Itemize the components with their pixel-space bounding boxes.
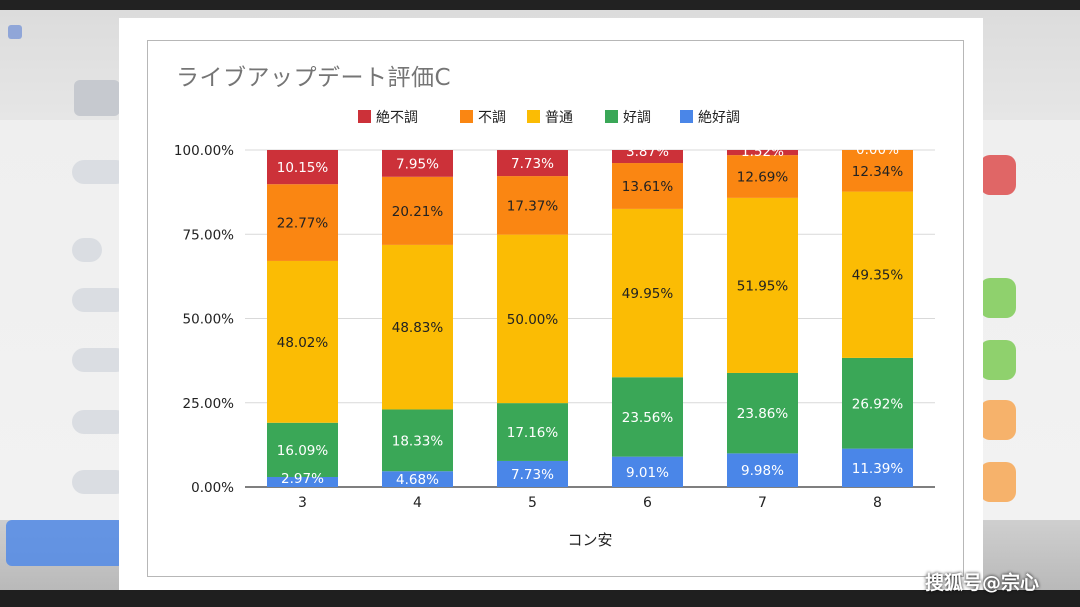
bar-segment [267, 150, 338, 185]
data-label: 17.16% [507, 425, 559, 441]
blurred-app-icon [8, 25, 22, 39]
y-tick-label: 100.00% [174, 143, 234, 159]
bar-segment [842, 150, 913, 192]
bar-segment [382, 244, 453, 410]
data-label: 11.39% [852, 461, 904, 477]
legend-label: 普通 [545, 110, 573, 126]
data-label: 0.00% [856, 142, 899, 158]
legend-swatch [605, 110, 618, 123]
y-tick-label: 25.00% [183, 396, 235, 412]
data-label: 7.73% [511, 467, 554, 483]
data-label: 26.92% [852, 396, 904, 412]
blurred-sidebar-item [72, 470, 128, 494]
y-tick-label: 50.00% [183, 312, 235, 328]
data-label: 23.86% [737, 406, 789, 422]
data-label: 16.09% [277, 443, 329, 459]
x-tick-label: 8 [873, 495, 882, 511]
watermark: 搜狐号@宗心 [925, 572, 1040, 594]
blurred-status-dot [980, 278, 1016, 318]
data-label: 49.95% [622, 286, 674, 302]
bar-segment [842, 357, 913, 449]
data-label: 22.77% [277, 216, 329, 232]
blurred-status-dot [980, 462, 1016, 502]
bar-segment [267, 422, 338, 477]
x-tick-label: 6 [643, 495, 652, 511]
x-tick-label: 3 [298, 495, 307, 511]
blurred-heading [74, 80, 120, 116]
legend-label: 不調 [478, 110, 506, 126]
data-label: 13.61% [622, 179, 674, 195]
data-label: 12.34% [852, 164, 904, 180]
bar-segment [842, 448, 913, 487]
bar-segment [612, 377, 683, 457]
data-label: 10.15% [277, 160, 329, 176]
bar-segment [727, 453, 798, 487]
legend-label: 好調 [623, 110, 651, 126]
blurred-sidebar-item [72, 160, 128, 184]
data-label: 1.52% [741, 144, 784, 160]
bar-segment [612, 208, 683, 378]
data-label: 9.01% [626, 465, 669, 481]
bar-segment [612, 456, 683, 487]
chart-title: ライブアップデート評価C [176, 65, 452, 91]
blurred-status-dot [980, 400, 1016, 440]
bar-segment [382, 409, 453, 472]
data-label: 7.95% [396, 156, 439, 172]
x-tick-label: 5 [528, 495, 537, 511]
bar-segment [727, 372, 798, 454]
bar-segment [267, 184, 338, 261]
data-label: 3.87% [626, 144, 669, 160]
x-tick-label: 7 [758, 495, 767, 511]
data-label: 2.97% [281, 471, 324, 487]
data-label: 48.02% [277, 335, 329, 351]
data-label: 51.95% [737, 278, 789, 294]
blurred-button [6, 520, 124, 566]
bar-segment [382, 471, 453, 487]
bar-segment [267, 260, 338, 423]
bar-segment [727, 155, 798, 198]
data-label: 9.98% [741, 463, 784, 479]
blurred-sidebar-item [72, 410, 128, 434]
data-label: 17.37% [507, 198, 559, 214]
bar-segment [497, 150, 568, 177]
bar-segment [497, 176, 568, 235]
data-label: 18.33% [392, 433, 444, 449]
data-label: 49.35% [852, 268, 904, 284]
bar-segment [727, 197, 798, 373]
blurred-sidebar-item [72, 288, 128, 312]
legend-label: 絶好調 [698, 110, 740, 126]
legend-label: 絶不調 [376, 110, 418, 126]
bar-segment [497, 234, 568, 404]
data-label: 50.00% [507, 312, 559, 328]
bar-segment [267, 476, 338, 487]
data-label: 48.83% [392, 320, 444, 336]
bar-segment [842, 191, 913, 358]
bar-segment [497, 460, 568, 487]
blurred-sidebar-item [72, 238, 102, 262]
legend-swatch [460, 110, 473, 123]
bar-segment [727, 150, 798, 156]
data-label: 4.68% [396, 472, 439, 488]
data-label: 20.21% [392, 204, 444, 220]
legend-swatch [680, 110, 693, 123]
legend-swatch [358, 110, 371, 123]
legend-swatch [527, 110, 540, 123]
blurred-status-dot [980, 155, 1016, 195]
y-tick-label: 0.00% [191, 480, 234, 496]
bar-segment [382, 176, 453, 245]
data-label: 23.56% [622, 410, 674, 426]
bar-segment [497, 403, 568, 461]
data-label: 7.73% [511, 156, 554, 172]
x-axis-title: コン安 [567, 531, 612, 549]
blurred-status-dot [980, 340, 1016, 380]
bar-segment [382, 150, 453, 177]
y-tick-label: 75.00% [183, 227, 235, 243]
bar-segment [612, 150, 683, 164]
blurred-sidebar-item [72, 348, 128, 372]
bar-segment [612, 163, 683, 209]
data-label: 12.69% [737, 170, 789, 186]
x-tick-label: 4 [413, 495, 422, 511]
